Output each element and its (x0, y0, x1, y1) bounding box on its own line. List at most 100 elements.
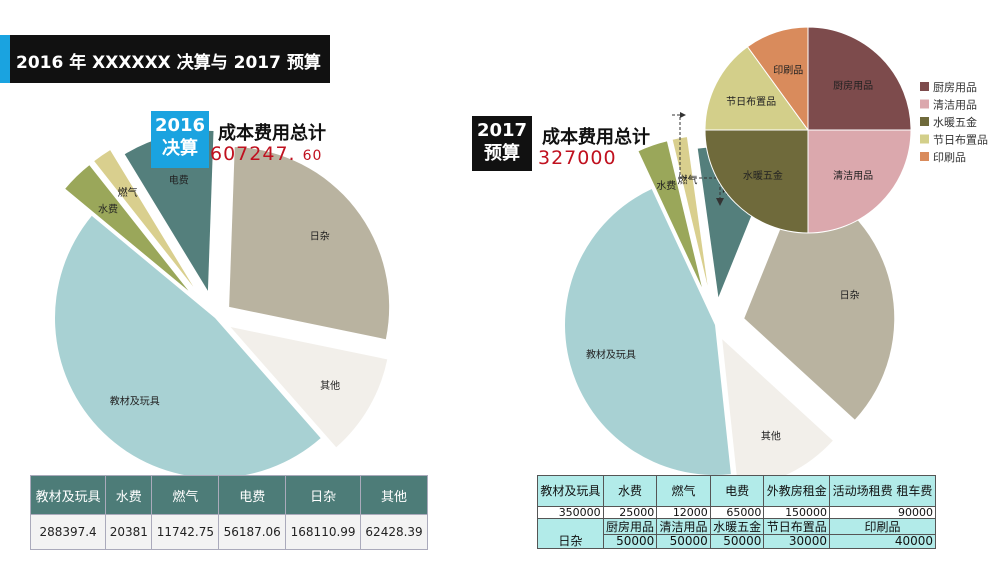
pie-slice-其他 (230, 327, 388, 448)
table-2017-header: 水费 (602, 475, 658, 507)
pie-slice-清洁用品 (807, 129, 912, 234)
pie-slice-水费 (638, 141, 702, 288)
table-2017-row-label: 日杂 (537, 518, 604, 549)
table-2016: 教材及玩具 水费 燃气 电费 日杂 其他 288397.4 20381 1174… (29, 475, 428, 550)
table-2016-header-row: 教材及玩具 水费 燃气 电费 日杂 其他 (29, 475, 428, 515)
table-2017-header-row: 教材及玩具 水费 燃气 电费 外教房租金 活动场租费 租车费 (537, 475, 936, 507)
legend-swatch (920, 117, 929, 126)
tag-2017: 2017 预算 (472, 116, 532, 171)
table-2017-sub-value-row: 50000 50000 50000 30000 40000 (538, 534, 936, 549)
pie-label: 教材及玩具 (110, 395, 160, 408)
legend-swatch (920, 82, 929, 91)
pie-slice-日杂 (744, 179, 895, 420)
connector-line (672, 112, 724, 206)
total-value-2016-int: 607247. (210, 143, 296, 165)
pie-label: 日杂 (840, 290, 860, 302)
table-2017-sub-value: 40000 (829, 534, 936, 549)
pie-label: 其他 (320, 379, 340, 392)
table-2016-value: 168110.99 (285, 514, 362, 550)
table-2017-sub-value: 50000 (602, 534, 658, 549)
table-2017-sub-header: 印刷品 (829, 518, 936, 535)
legend-swatch (920, 152, 929, 161)
table-2017-value: 350000 (537, 506, 604, 519)
table-2016-value-row: 288397.4 20381 11742.75 56187.06 168110.… (29, 514, 428, 550)
legend-label: 清洁用品 (933, 99, 977, 112)
pie-slice-燃气 (672, 137, 708, 286)
table-2017-value: 12000 (656, 506, 711, 519)
legend-label: 厨房用品 (933, 81, 977, 94)
tag-2017-type: 预算 (484, 143, 520, 164)
table-2016-header: 燃气 (151, 475, 220, 515)
pie-label: 燃气 (678, 174, 698, 187)
table-2017-value: 65000 (709, 506, 765, 519)
tag-2016-type: 决算 (162, 138, 198, 159)
table-2016-header: 电费 (218, 475, 287, 515)
table-2016-value: 288397.4 (29, 514, 107, 550)
table-2017-header: 外教房租金 (763, 475, 831, 507)
total-value-2016-decimal: 60 (302, 148, 323, 164)
table-2017-value-row: 350000 25000 12000 65000 150000 90000 (537, 506, 936, 519)
pie-slice-水费 (65, 165, 189, 291)
tag-2017-year: 2017 (476, 120, 528, 141)
legend-swatch (920, 99, 929, 109)
tag-2016-year: 2016 (154, 115, 206, 136)
table-2016-header: 水费 (105, 475, 153, 515)
table-2017-sub-value: 30000 (763, 534, 831, 549)
table-2016-header: 日杂 (285, 475, 362, 515)
pie-slice-水暖五金 (704, 129, 809, 234)
table-2016-value: 56187.06 (218, 514, 287, 550)
tag-2016: 2016 决算 (151, 111, 209, 168)
table-2017-sub-header: 厨房用品 (602, 518, 658, 535)
table-2017-sub-header: 清洁用品 (656, 518, 711, 535)
banner-accent (0, 35, 10, 83)
table-2017-sub-header: 节日布置品 (763, 518, 831, 535)
total-label-2017: 成本费用总计 (542, 127, 650, 148)
legend-label: 节日布置品 (933, 134, 988, 147)
table-2017-header: 电费 (709, 475, 765, 507)
pie-label: 水暖五金 (743, 169, 783, 182)
total-value-2017: 327000 (538, 147, 617, 169)
pie-slice-其他 (722, 339, 833, 489)
title-banner: 2016 年 XXXXXX 决算与 2017 预算 (0, 35, 330, 83)
pie-slice-燃气 (94, 150, 194, 287)
table-2017-header: 教材及玩具 (537, 475, 604, 507)
total-value-2016: 607247. 60 (210, 143, 322, 165)
table-2017-sub-header-row: 日杂 厨房用品 清洁用品 水暖五金 节日布置品 印刷品 (537, 518, 936, 549)
pie-label: 印刷品 (773, 64, 803, 76)
pie-slice-教材及玩具 (55, 215, 321, 479)
pie-label: 厨房用品 (833, 79, 873, 92)
pie-label: 节日布置品 (726, 96, 776, 108)
table-2017-sub-value: 50000 (709, 534, 765, 549)
table-2016-value: 62428.39 (360, 514, 428, 550)
pie-label: 水费 (656, 179, 676, 192)
pie-slice-教材及玩具 (565, 189, 731, 475)
table-2017-value: 25000 (602, 506, 658, 519)
pie-slice-节日布置品 (704, 45, 809, 131)
table-2017-value: 150000 (763, 506, 831, 519)
table-2017-header: 活动场租费 租车费 (829, 475, 936, 507)
legend-label: 印刷品 (933, 151, 966, 164)
table-2016-header: 教材及玩具 (29, 475, 107, 515)
pie-slice-厨房用品 (807, 26, 912, 131)
pie-label: 日杂 (310, 231, 330, 243)
legend-swatch (920, 134, 929, 144)
pie-label: 教材及玩具 (586, 348, 636, 361)
pie-slice-电费 (124, 130, 214, 291)
pie-label: 其他 (761, 430, 781, 443)
pie-label: 燃气 (118, 186, 138, 199)
pie-label: 水费 (98, 202, 118, 215)
pie-label: 电费 (169, 173, 189, 186)
table-2017-header: 燃气 (656, 475, 711, 507)
table-2017-sub-value: 50000 (656, 534, 711, 549)
pie-slice-日杂 (229, 146, 390, 340)
legend-label: 水暖五金 (933, 115, 977, 129)
table-2016-value: 20381 (105, 514, 153, 550)
table-2016-header: 其他 (360, 475, 428, 515)
table-2016-value: 11742.75 (151, 514, 220, 550)
table-2017-sub-header: 水暖五金 (709, 518, 765, 535)
